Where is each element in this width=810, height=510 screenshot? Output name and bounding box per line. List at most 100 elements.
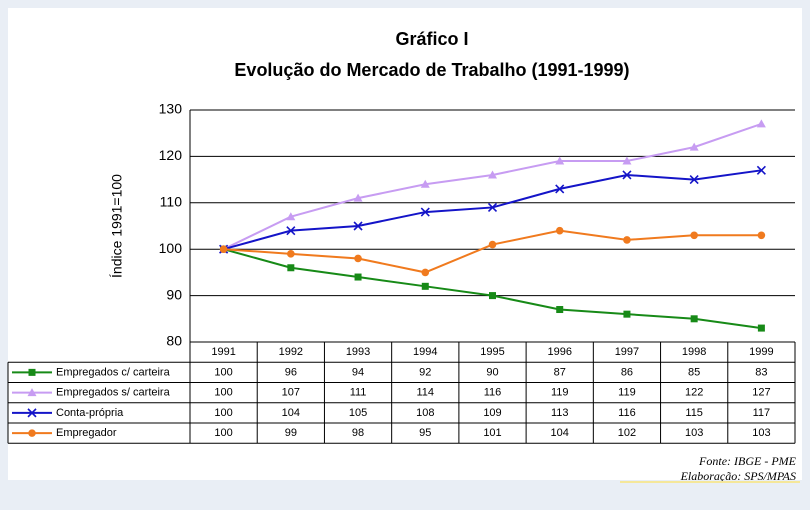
y-tick-label: 90 [166,286,182,302]
table-cell: 117 [753,407,771,419]
chart-title: Gráfico I [395,29,468,49]
marker [421,282,429,290]
table-cell: 86 [621,366,633,378]
table-cell: 96 [285,366,297,378]
table-cell: 102 [618,427,636,439]
table-cell: 119 [618,387,636,399]
marker [489,292,496,300]
marker [287,250,295,258]
legend-marker [27,408,37,418]
table-cell: 116 [484,387,502,399]
legend-marker [28,368,36,376]
marker [689,175,699,185]
legend-marker [27,388,37,397]
table-cell: 85 [688,366,700,378]
marker [488,240,497,249]
marker [286,226,296,236]
x-tick-label: 1997 [615,346,639,358]
marker [354,273,362,281]
table-cell: 100 [214,366,232,378]
marker [487,202,498,213]
table-cell: 114 [417,387,435,399]
y-tick-label: 120 [159,147,183,163]
table-cell: 105 [349,407,367,419]
y-tick-label: 130 [159,101,183,117]
y-tick-label: 110 [160,194,183,210]
y-tick-label: 80 [166,333,182,349]
marker [353,221,363,231]
table-cell: 100 [214,387,232,399]
source-note: Elaboração: SPS/MPAS [680,469,796,483]
x-tick-label: 1998 [682,346,706,358]
table-cell: 122 [685,387,703,399]
marker [488,170,497,179]
marker [556,306,564,314]
table-cell: 98 [352,427,364,439]
x-tick-label: 1995 [480,346,504,358]
marker [622,170,632,180]
table-cell: 116 [618,407,636,419]
marker [354,254,362,263]
chart-background [8,8,802,480]
table-cell: 87 [554,366,566,378]
legend-marker [28,429,36,437]
marker [756,119,766,128]
legend-label: Empregados s/ carteira [56,387,171,399]
marker [756,165,766,175]
legend-label: Empregador [56,427,117,439]
source-note: Fonte: IBGE - PME [698,454,797,468]
x-tick-label: 1996 [547,346,571,358]
chart-subtitle: Evolução do Mercado de Trabalho (1991-19… [234,60,629,80]
marker [353,193,363,202]
table-cell: 100 [214,427,232,439]
marker [286,212,296,221]
table-cell: 113 [551,407,569,419]
table-cell: 107 [282,387,300,399]
marker [421,268,430,277]
marker [555,226,564,235]
marker [690,231,698,240]
marker [623,310,631,318]
table-cell: 90 [486,366,498,378]
table-cell: 111 [350,387,367,399]
table-cell: 104 [282,407,300,419]
table-cell: 101 [483,427,501,439]
y-axis-label: Índice 1991=100 [109,174,125,278]
legend-label: Empregados c/ carteira [56,366,171,378]
y-tick-label: 100 [159,240,183,256]
x-tick-label: 1994 [413,346,437,358]
marker [219,245,228,253]
table-cell: 94 [352,366,364,378]
table-cell: 109 [483,407,501,419]
table-cell: 115 [685,407,703,419]
x-tick-label: 1991 [211,346,235,358]
table-cell: 104 [551,427,569,439]
marker [555,156,565,165]
marker [623,236,631,244]
x-tick-label: 1992 [279,346,303,358]
marker [757,231,766,240]
table-cell: 108 [416,407,434,419]
marker [420,207,430,217]
marker [420,179,430,188]
table-cell: 83 [755,366,767,378]
marker [690,315,698,323]
table-cell: 119 [551,387,569,399]
table-cell: 127 [752,387,770,399]
table-cell: 100 [214,407,232,419]
x-tick-label: 1999 [749,346,773,358]
table-cell: 103 [685,427,703,439]
marker [689,142,699,151]
marker [287,264,295,272]
marker [555,184,565,194]
marker [622,156,632,165]
table-cell: 103 [752,427,770,439]
table-cell: 92 [419,366,431,378]
table-cell: 95 [419,427,431,439]
table-cell: 99 [285,427,297,439]
x-tick-label: 1993 [346,346,370,358]
legend-label: Conta-própria [56,407,124,419]
marker [757,324,765,332]
